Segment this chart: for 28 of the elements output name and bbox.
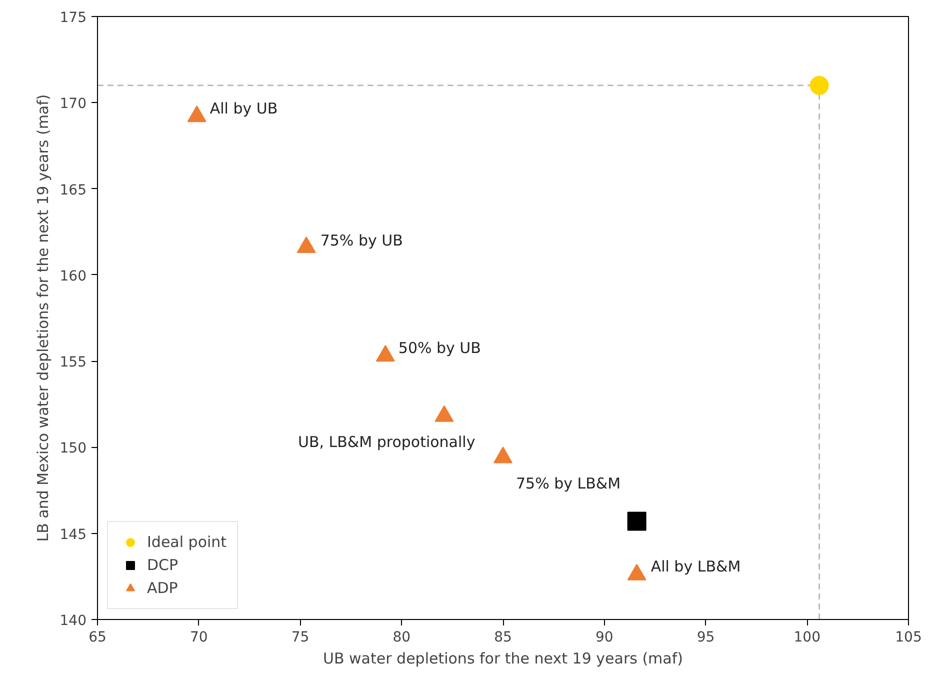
annotation: 50% by UB — [398, 338, 481, 357]
y-axis-title: LB and Mexico water depletions for the next 19 years (maf) — [34, 94, 52, 542]
annotation: 75% by UB — [320, 231, 403, 250]
y-tick-label: 140 — [60, 613, 87, 629]
annotation: 75% by LB&M — [516, 474, 621, 493]
y-tick-label: 170 — [60, 96, 87, 112]
legend-label: DCP — [147, 556, 178, 574]
x-tick-label: 90 — [595, 630, 614, 646]
y-tick-label: 165 — [60, 182, 87, 198]
x-tick-label: 100 — [794, 630, 820, 646]
y-tick-label: 145 — [60, 526, 87, 543]
legend-label: Ideal point — [147, 533, 227, 551]
x-axis-title: UB water depletions for the next 19 years (maf) — [323, 650, 684, 668]
x-tick-label: 105 — [895, 630, 922, 646]
y-tick-label: 155 — [60, 354, 87, 371]
annotation: All by LB&M — [650, 558, 741, 576]
x-tick-label: 95 — [696, 630, 715, 646]
y-tick-label: 160 — [60, 268, 87, 284]
y-tick-label: 175 — [60, 10, 87, 26]
legend-label: ADP — [147, 579, 178, 597]
x-tick-label: 75 — [291, 630, 310, 646]
annotation: All by UB — [210, 99, 278, 118]
x-tick-label: 85 — [494, 630, 512, 646]
x-tick-label: 80 — [392, 630, 411, 646]
x-tick-label: 70 — [190, 630, 208, 646]
annotation: UB, LB&M propotionally — [298, 433, 476, 452]
y-tick-label: 150 — [60, 440, 87, 457]
x-tick-label: 65 — [88, 630, 106, 646]
